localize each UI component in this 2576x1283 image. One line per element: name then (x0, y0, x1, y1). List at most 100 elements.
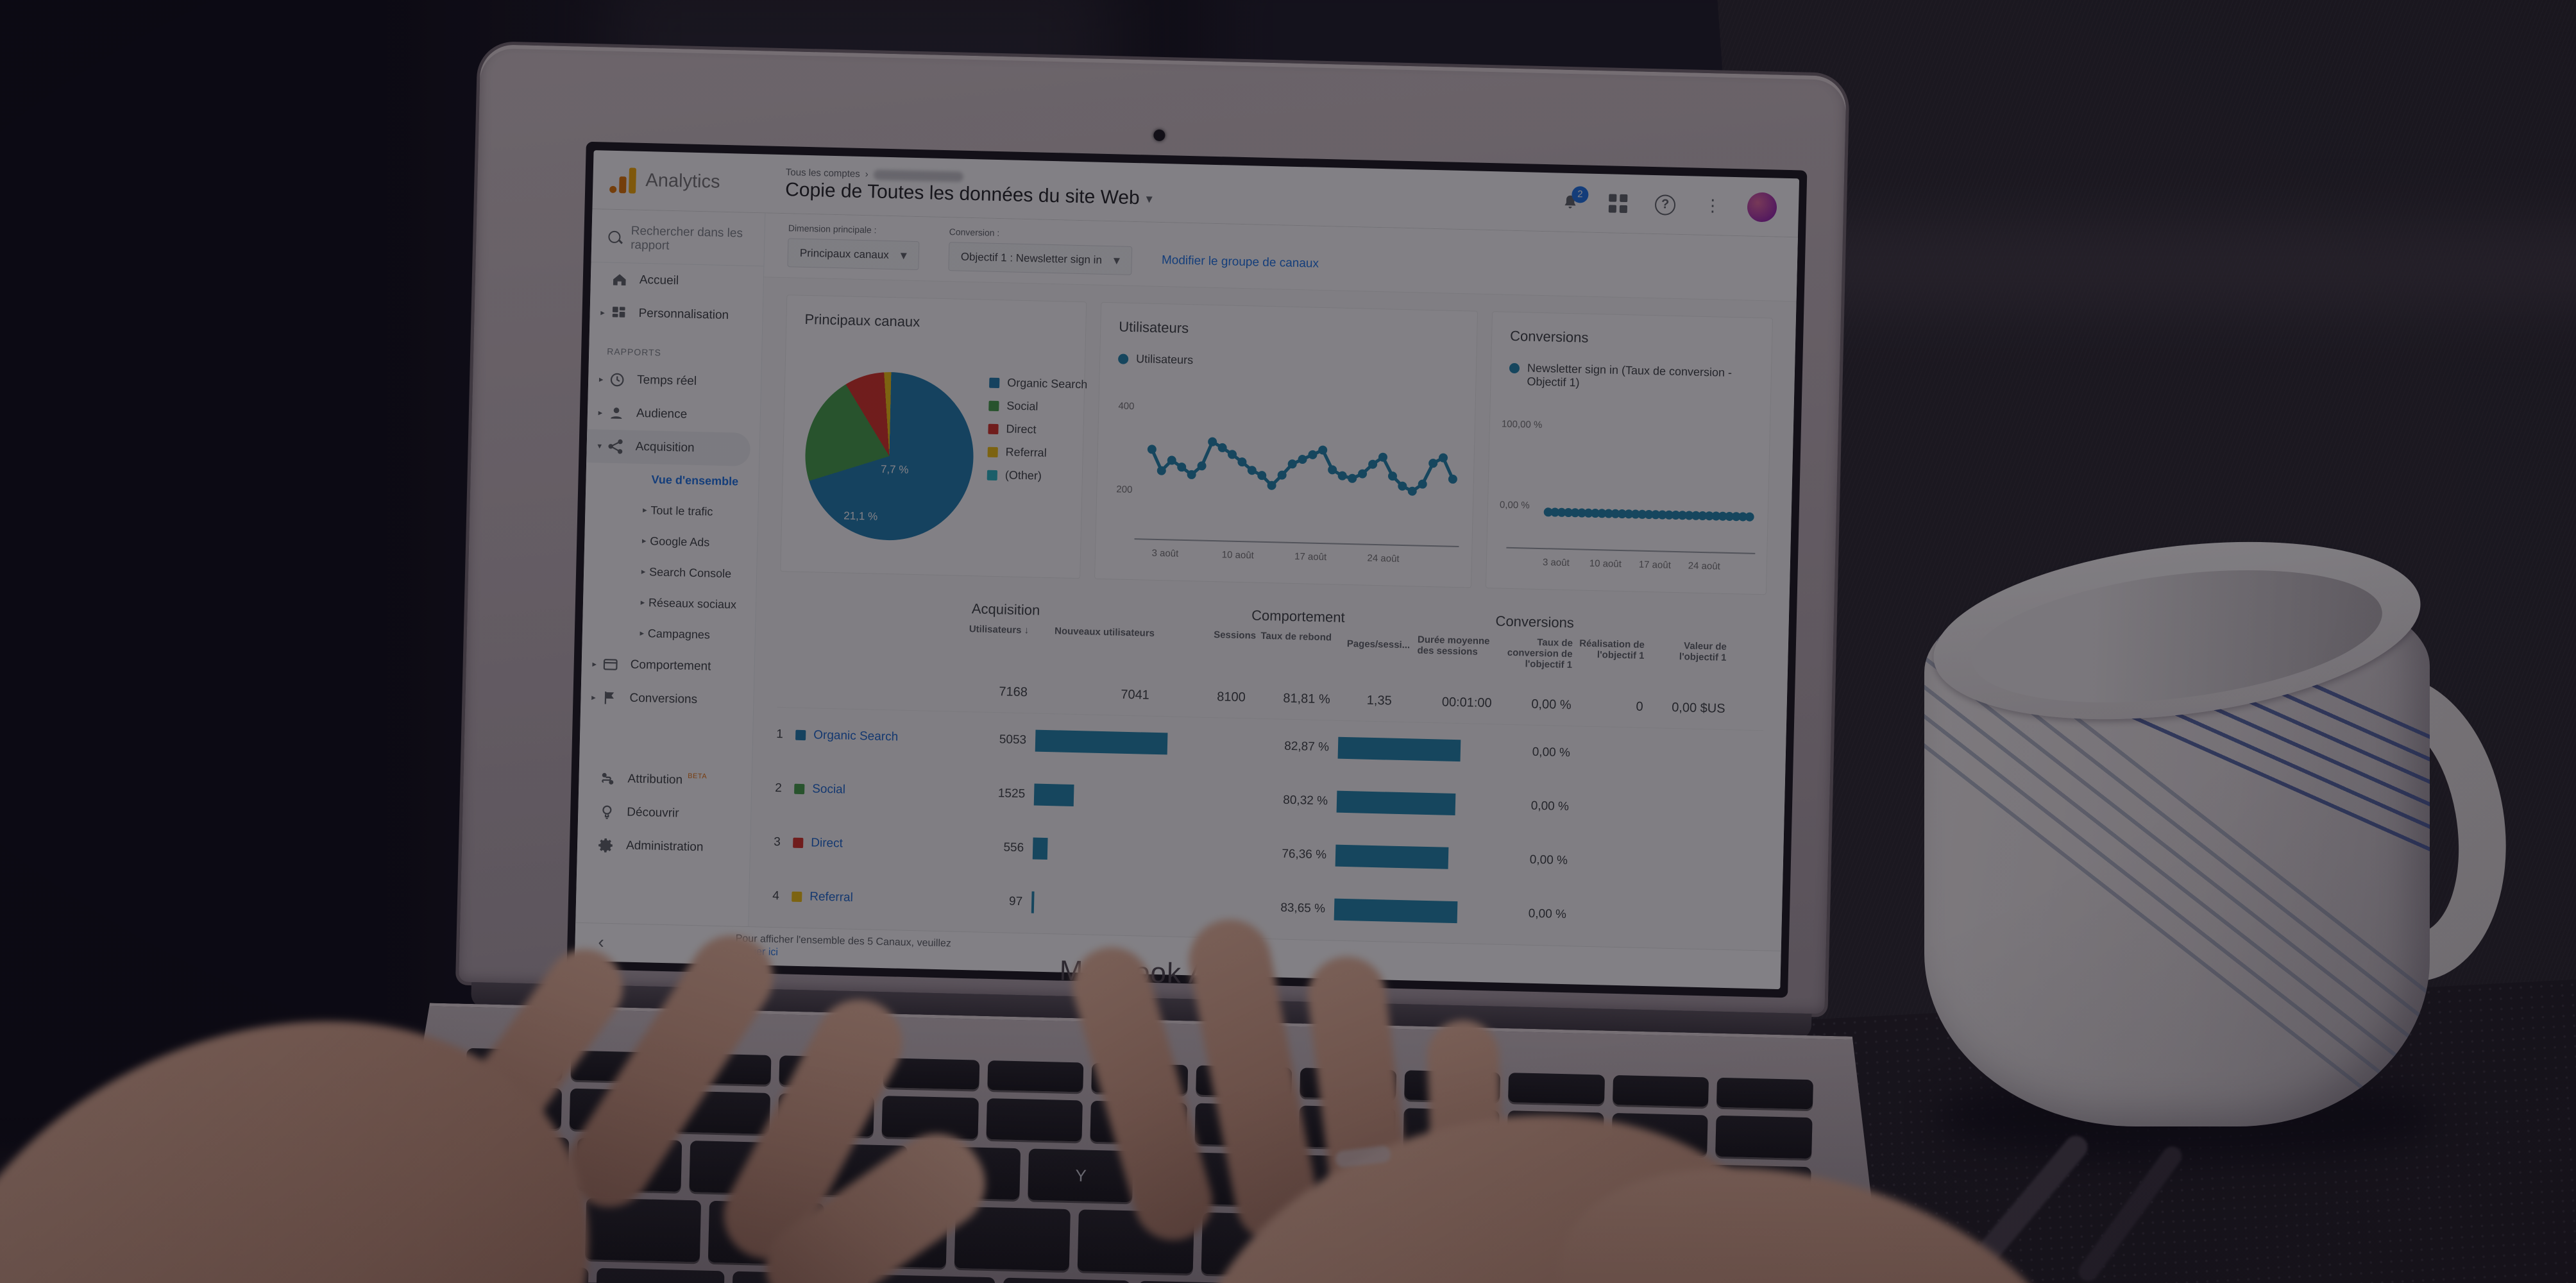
legend-item[interactable]: Organic Search (989, 376, 1088, 392)
sidebar-item-label: Conversions (629, 691, 698, 707)
channel-link[interactable]: Organic Search (813, 728, 899, 744)
legend-item[interactable]: Referral (987, 445, 1086, 461)
conversions-legend: Newsletter sign in (Taux de conversion -… (1491, 344, 1771, 394)
channels-pie-card: Principaux canaux 69,9 % 21,1 % 7,7 % Or… (780, 294, 1088, 579)
x-tick-label: 24 août (1688, 560, 1721, 572)
analytics-logo[interactable]: Analytics (593, 167, 786, 197)
help-button[interactable]: ? (1652, 192, 1679, 218)
channels-table: Acquisition Comportement Conversions Uti… (747, 577, 1789, 989)
sidebar-item-decouvrir[interactable]: Découvrir (578, 795, 751, 832)
breadcrumb-root[interactable]: Tous les comptes (785, 167, 860, 180)
sidebar-item-vue-d-ensemble[interactable]: Vue d'ensemble (586, 463, 759, 497)
dimension-label: Dimension principale : (788, 223, 877, 235)
legend-swatch-icon (988, 400, 999, 411)
edit-channel-group-link[interactable]: Modifier le groupe de canaux (1161, 253, 1319, 271)
bulb-icon (598, 804, 616, 821)
keyboard-key (954, 1207, 1071, 1271)
row-rank: 2 (775, 781, 783, 795)
gear-icon (598, 837, 615, 854)
apps-grid-button[interactable] (1605, 191, 1631, 217)
sidebar-item-administration[interactable]: Administration (577, 828, 750, 865)
webcam-dot (1153, 129, 1165, 142)
notifications-button[interactable]: 2 (1557, 185, 1589, 216)
sidebar-item-personnalisation[interactable]: ▸ Personnalisation (589, 296, 763, 333)
sidebar-item-reseaux-sociaux[interactable]: ▸ Réseaux sociaux (582, 586, 756, 620)
dimension-dropdown[interactable]: Principaux canaux ▾ (787, 238, 920, 271)
sidebar-item-temps-reel[interactable]: ▸ Temps réel (588, 362, 761, 400)
sidebar-item-tout-le-trafic[interactable]: ▸ Tout le trafic (585, 493, 758, 528)
group-header-acquisition: Acquisition (971, 600, 1040, 618)
row-conv-rate: 0,00 % (1528, 906, 1567, 922)
column-header-conv-rate[interactable]: Taux de conversion de l'objectif 1 (1507, 636, 1573, 671)
column-header-new-users[interactable]: Nouveaux utilisateurs (1054, 625, 1155, 639)
help-icon: ? (1654, 194, 1676, 216)
chevron-right-icon: ▸ (641, 536, 647, 546)
keyboard-key: Y (1028, 1149, 1134, 1203)
sidebar-item-audience[interactable]: ▸ Audience (587, 396, 760, 433)
sidebar-section-label: RAPPORTS (607, 346, 662, 358)
kebab-menu-button[interactable]: ⋮ (1704, 195, 1722, 216)
search-placeholder: Rechercher dans les rapport (630, 224, 743, 253)
report-search[interactable]: Rechercher dans les rapport (591, 213, 765, 267)
keyboard-key (882, 1096, 979, 1139)
legend-dot-icon (1117, 353, 1129, 364)
channel-link[interactable]: Direct (811, 836, 843, 851)
keyboard-key (987, 1060, 1084, 1092)
sidebar-item-acquisition[interactable]: ▾ Acquisition (586, 429, 751, 466)
legend-swatch-icon (989, 377, 1000, 388)
y-tick: 400 (1118, 400, 1135, 412)
legend-item[interactable]: Direct (988, 422, 1087, 438)
bounce-bar (1336, 790, 1456, 816)
product-name: Analytics (645, 170, 720, 192)
conversions-line-chart[interactable] (1543, 422, 1756, 523)
conversion-dropdown[interactable]: Objectif 1 : Newsletter sign in ▾ (948, 242, 1133, 275)
column-header-bounce[interactable]: Taux de rebond (1260, 630, 1332, 643)
pie-percent-label: 69,9 % (917, 560, 951, 574)
sidebar-item-label: Temps réel (636, 373, 697, 388)
conversion-value: Objectif 1 : Newsletter sign in (960, 250, 1103, 266)
sidebar-item-comportement[interactable]: ▸ Comportement (581, 647, 754, 684)
channels-pie-chart[interactable]: 69,9 % 21,1 % 7,7 % (803, 370, 976, 573)
legend-item[interactable]: (Other) (987, 468, 1086, 484)
channel-link[interactable]: Referral (809, 890, 854, 905)
row-conv-rate: 0,00 % (1529, 853, 1568, 868)
row-rank: 1 (775, 727, 784, 742)
channel-swatch-icon (795, 729, 806, 741)
column-header-goal-completions[interactable]: Réalisation de l'objectif 1 (1579, 638, 1645, 661)
column-header-sessions[interactable]: Sessions (1213, 629, 1257, 642)
sidebar-item-campagnes[interactable]: ▸ Campagnes (582, 616, 755, 651)
legend-item[interactable]: Social (988, 399, 1087, 415)
sidebar-item-attribution[interactable]: Attribution BETA (579, 761, 752, 799)
y-tick: 200 (1116, 484, 1133, 496)
column-header-goal-value[interactable]: Valeur de l'objectif 1 (1679, 640, 1727, 663)
sidebar-item-search-console[interactable]: ▸ Search Console (584, 555, 757, 590)
clock-icon (609, 371, 626, 389)
chevron-down-icon[interactable]: ▾ (1146, 191, 1153, 207)
column-header-duration[interactable]: Durée moyenne des sessions (1417, 634, 1490, 658)
avatar[interactable] (1747, 191, 1777, 223)
legend-swatch-icon (987, 470, 998, 480)
laptop-lid: Analytics Tous les comptes › Copie de To… (459, 44, 1847, 1014)
chevron-down-icon: ▾ (1113, 253, 1121, 268)
sidebar-item-label: Acquisition (635, 439, 695, 455)
sidebar-item-accueil[interactable]: Accueil (590, 262, 763, 300)
sidebar-item-label: Campagnes (647, 626, 711, 642)
users-line-chart[interactable] (1145, 386, 1460, 528)
sidebar-item-label: Découvrir (627, 805, 679, 820)
bounce-bar (1337, 736, 1461, 762)
channel-link[interactable]: Social (811, 782, 846, 797)
sidebar-item-google-ads[interactable]: ▸ Google Ads (584, 524, 758, 559)
row-bounce: 82,87 % (1284, 739, 1330, 754)
y-tick: 0,00 % (1499, 499, 1530, 511)
sidebar-item-conversions[interactable]: ▸ Conversions (580, 681, 754, 718)
row-conv-rate: 0,00 % (1530, 799, 1570, 814)
column-header-users[interactable]: Utilisateurs ↓ (969, 624, 1030, 636)
flag-icon (601, 690, 618, 707)
sidebar-item-label: Attribution (627, 772, 683, 787)
column-header-pages[interactable]: Pages/sessi... (1346, 638, 1411, 650)
behavior-icon (602, 656, 619, 674)
grid-icon (1608, 194, 1627, 214)
pie-legend: Organic Search Social Direct Referral (Other… (987, 376, 1088, 484)
sidebar-item-label: Tout le trafic (650, 503, 713, 518)
conversion-label: Conversion : (949, 226, 1000, 239)
